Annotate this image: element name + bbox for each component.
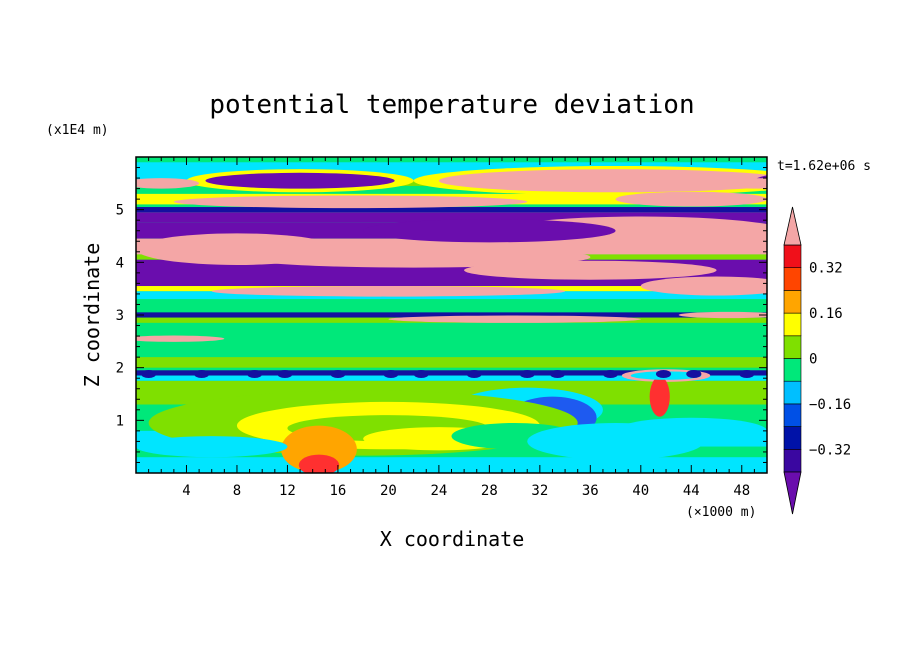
contour-band xyxy=(136,357,767,368)
time-label: t=1.62e+06 s xyxy=(777,159,871,174)
colorbar-segment xyxy=(783,244,802,269)
contour-vortex xyxy=(549,369,566,378)
contour-vortex xyxy=(141,369,157,378)
contour-blob xyxy=(205,172,395,189)
colorbar-segment xyxy=(783,312,802,337)
x-tick-label: 36 xyxy=(582,483,599,499)
contour-band xyxy=(136,370,767,376)
colorbar-segment xyxy=(783,426,802,450)
colorbar-over-arrow xyxy=(783,206,802,246)
colorbar-label: 0.32 xyxy=(809,261,843,277)
y-tick-label: 3 xyxy=(116,308,124,324)
y-tick-label: 1 xyxy=(116,413,124,429)
x-tick-label: 12 xyxy=(279,483,296,499)
contour-blob xyxy=(236,246,591,268)
x-tick-label: 16 xyxy=(329,483,346,499)
contour-vortex xyxy=(277,369,293,378)
contour-vortex xyxy=(466,369,482,378)
colorbar-segment xyxy=(783,358,802,382)
contour-blob xyxy=(136,178,200,189)
colorbar-label: 0 xyxy=(809,352,817,368)
contour-blob xyxy=(136,335,225,342)
contour-vortex xyxy=(194,369,210,378)
colorbar-segment xyxy=(783,380,802,405)
colorbar-segment xyxy=(783,290,802,314)
x-tick-label: 48 xyxy=(733,483,750,499)
x-tick-label: 20 xyxy=(380,483,397,499)
contour-band xyxy=(136,299,767,310)
contour-blob xyxy=(136,436,288,458)
contour-blob xyxy=(716,178,767,189)
x-tick-label: 44 xyxy=(683,483,700,499)
x-tick-label: 40 xyxy=(632,483,649,499)
contour-blob xyxy=(211,286,566,297)
contour-blob xyxy=(615,191,767,207)
x-axis-label: X coordinate xyxy=(380,527,525,551)
contour-blob xyxy=(281,425,357,473)
contour-blob xyxy=(438,169,767,193)
y-tick-label: 2 xyxy=(116,361,124,377)
chart-title: potential temperature deviation xyxy=(209,90,694,120)
y-axis: 1 2 3 4 5 xyxy=(116,167,767,463)
y-tick-label: 5 xyxy=(116,203,124,219)
contour-vortex xyxy=(739,369,755,378)
colorbar-under-arrow xyxy=(783,471,802,515)
colorbar-segment xyxy=(783,267,802,291)
x-tick-label: 28 xyxy=(481,483,498,499)
contour-band xyxy=(136,375,767,381)
x-tick-label: 8 xyxy=(233,483,241,499)
contour-blob xyxy=(678,311,767,319)
y-unit-label: (x1E4 m) xyxy=(46,123,109,138)
colorbar-label: −0.32 xyxy=(809,442,851,458)
contour-vortex xyxy=(519,369,535,378)
contour-band xyxy=(136,207,767,213)
colorbar-label: 0.16 xyxy=(809,306,843,322)
contour-vortex xyxy=(602,369,619,378)
contour-vortex xyxy=(686,369,702,378)
contour-vortex xyxy=(383,369,399,378)
contour-vortex xyxy=(247,369,263,378)
contour-field xyxy=(136,157,767,473)
contour-vortex xyxy=(413,369,429,378)
y-axis-label: Z coordinate xyxy=(80,243,104,388)
x-tick-label: 4 xyxy=(182,483,190,499)
x-tick-label: 24 xyxy=(430,483,447,499)
contour-blob xyxy=(298,454,340,473)
contour-band xyxy=(136,312,767,318)
contour-vortex xyxy=(655,369,672,378)
contour-band xyxy=(136,336,767,358)
contour-band xyxy=(136,322,767,337)
colorbar-segment xyxy=(783,403,802,427)
contour-blob xyxy=(464,260,717,280)
contour-blob xyxy=(640,276,767,296)
contour-blob xyxy=(615,417,767,445)
x-tick-label: 32 xyxy=(531,483,548,499)
y-tick-label: 4 xyxy=(116,255,124,271)
contour-blob xyxy=(363,219,616,243)
colorbar-label: −0.16 xyxy=(809,397,851,413)
colorbar-segment xyxy=(783,335,802,359)
contour-blob xyxy=(388,315,641,323)
x-axis: 4 8 12 16 20 24 28 32 36 40 44 48 xyxy=(148,157,755,499)
x-unit-label: (×1000 m) xyxy=(686,505,756,520)
contour-band xyxy=(136,212,767,223)
contour-blob xyxy=(173,195,528,209)
colorbar-segment xyxy=(783,448,802,473)
contour-vortex xyxy=(330,369,346,378)
colorbar: 0.32 0.16 0 −0.16 −0.32 xyxy=(783,206,851,515)
contour-blob xyxy=(649,376,670,417)
